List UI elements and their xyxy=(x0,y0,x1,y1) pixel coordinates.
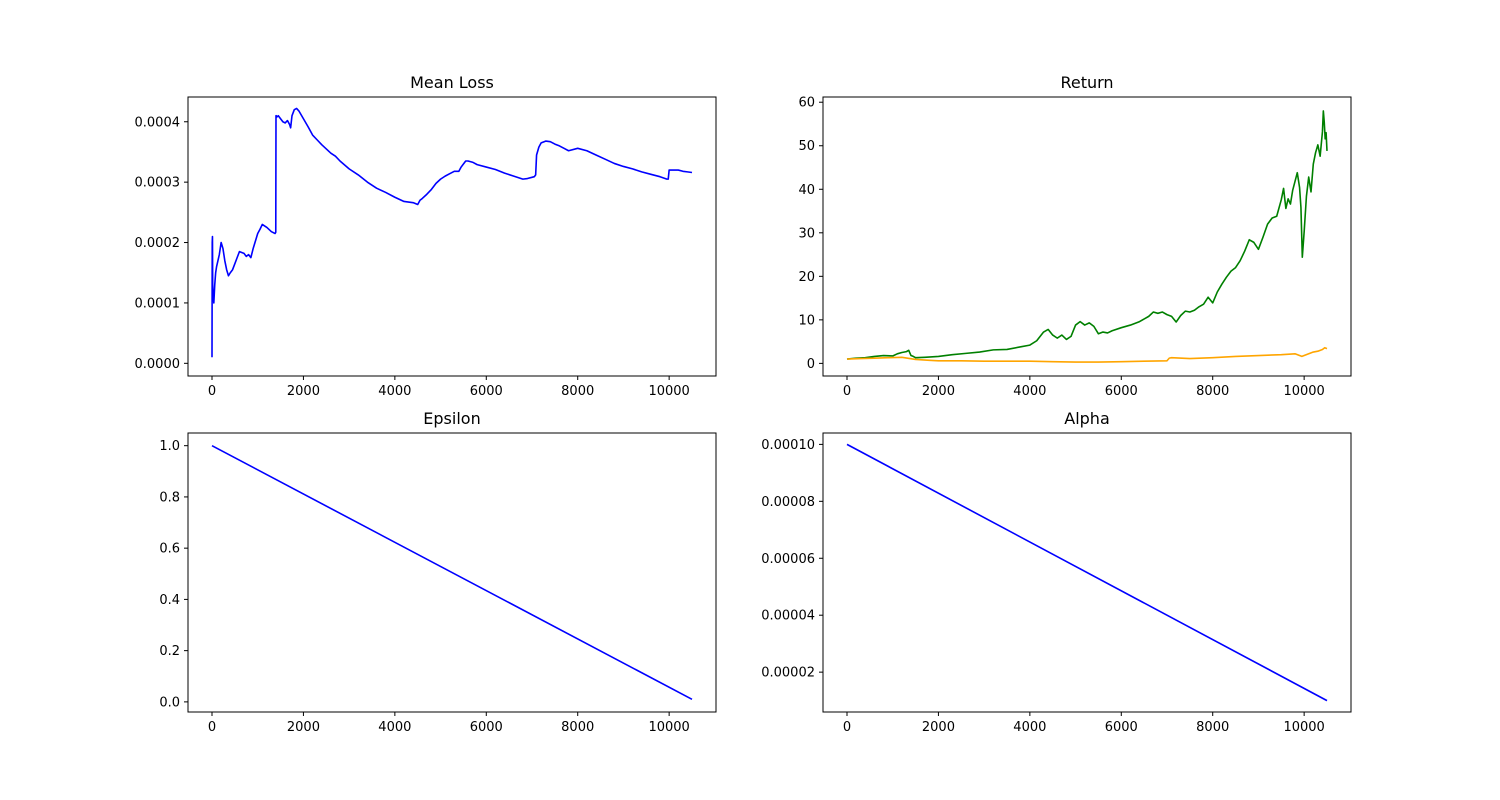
return-x-tick-label: 4000 xyxy=(1013,384,1046,399)
mean-loss-y-tick-label: 0.0004 xyxy=(135,115,181,130)
alpha-y-tick-label: 0.00002 xyxy=(761,666,815,681)
alpha-axes-frame xyxy=(822,432,1352,713)
epsilon-y-tick-label: 0.0 xyxy=(159,695,180,710)
epsilon-x-tick-label: 6000 xyxy=(470,720,503,735)
epsilon-y-tick-label: 0.8 xyxy=(159,490,180,505)
alpha-y-tick-label: 0.00010 xyxy=(761,438,815,453)
return-y-tick-label: 0 xyxy=(807,357,815,372)
epsilon-series-line-0 xyxy=(211,444,693,701)
return-series-line-1 xyxy=(846,346,1328,363)
alpha-series-line-0 xyxy=(846,443,1328,702)
chart-title-alpha: Alpha xyxy=(1064,409,1110,428)
epsilon-y-tick-label: 0.6 xyxy=(159,542,180,557)
subplot-alpha: Alpha 0 2000 4000 6000 8000 10000 0.00002 0.000… xyxy=(761,409,1352,735)
subplot-return: Return 0 2000 4000 6000 8000 10000 0 10 20 30 40 50… xyxy=(798,73,1352,399)
alpha-y-tick-label: 0.00004 xyxy=(761,609,815,624)
return-y-tick-label: 40 xyxy=(798,183,815,198)
epsilon-y-tick-label: 0.2 xyxy=(159,644,180,659)
alpha-x-tick-label: 8000 xyxy=(1196,720,1229,735)
alpha-x-tick-label: 2000 xyxy=(922,720,955,735)
mean-loss-x-tick-label: 0 xyxy=(208,384,216,399)
subplot-epsilon: Epsilon 0 2000 4000 6000 8000 10000 0.0 0.2 0.4 0… xyxy=(159,409,717,735)
mean-loss-y-tick-label: 0.0000 xyxy=(135,357,181,372)
mean-loss-x-tick-label: 4000 xyxy=(378,384,411,399)
mean-loss-y-tick-label: 0.0002 xyxy=(135,236,181,251)
epsilon-x-tick-label: 4000 xyxy=(378,720,411,735)
return-x-tick-label: 8000 xyxy=(1196,384,1229,399)
epsilon-y-tick-label: 1.0 xyxy=(159,439,180,454)
mean-loss-y-tick-label: 0.0001 xyxy=(135,296,181,311)
epsilon-axes-frame xyxy=(187,432,717,713)
chart-title-return: Return xyxy=(1060,73,1113,92)
alpha-x-tick-label: 4000 xyxy=(1013,720,1046,735)
epsilon-x-tick-label: 10000 xyxy=(648,720,689,735)
mean-loss-x-tick-label: 10000 xyxy=(648,384,689,399)
mean-loss-x-tick-label: 6000 xyxy=(470,384,503,399)
mean-loss-x-tick-label: 8000 xyxy=(561,384,594,399)
epsilon-y-tick-label: 0.4 xyxy=(159,593,180,608)
return-y-tick-label: 30 xyxy=(798,226,815,241)
mean-loss-y-tick-label: 0.0003 xyxy=(135,176,181,191)
alpha-x-tick-label: 0 xyxy=(843,720,851,735)
epsilon-x-tick-label: 2000 xyxy=(287,720,320,735)
alpha-x-tick-label: 6000 xyxy=(1105,720,1138,735)
subplot-mean-loss: Mean Loss 0 2000 4000 6000 8000 10000 0.0000 0.… xyxy=(135,73,717,399)
return-y-tick-label: 60 xyxy=(798,96,815,111)
chart-title-epsilon: Epsilon xyxy=(423,409,480,428)
alpha-y-tick-label: 0.00008 xyxy=(761,495,815,510)
epsilon-x-tick-label: 8000 xyxy=(561,720,594,735)
return-axes-frame xyxy=(822,96,1352,377)
chart-title-mean-loss: Mean Loss xyxy=(410,73,494,92)
return-x-tick-label: 10000 xyxy=(1283,384,1324,399)
return-x-tick-label: 6000 xyxy=(1105,384,1138,399)
mean-loss-axes-frame xyxy=(187,96,717,377)
return-series-line-0 xyxy=(846,110,1328,360)
mean-loss-x-tick-label: 2000 xyxy=(287,384,320,399)
epsilon-x-tick-label: 0 xyxy=(208,720,216,735)
return-y-tick-label: 50 xyxy=(798,139,815,154)
return-x-tick-label: 0 xyxy=(843,384,851,399)
return-y-tick-label: 20 xyxy=(798,270,815,285)
return-y-tick-label: 10 xyxy=(798,313,815,328)
alpha-y-tick-label: 0.00006 xyxy=(761,552,815,567)
return-x-tick-label: 2000 xyxy=(922,384,955,399)
mean-loss-series-line-0 xyxy=(211,107,693,358)
alpha-x-tick-label: 10000 xyxy=(1283,720,1324,735)
